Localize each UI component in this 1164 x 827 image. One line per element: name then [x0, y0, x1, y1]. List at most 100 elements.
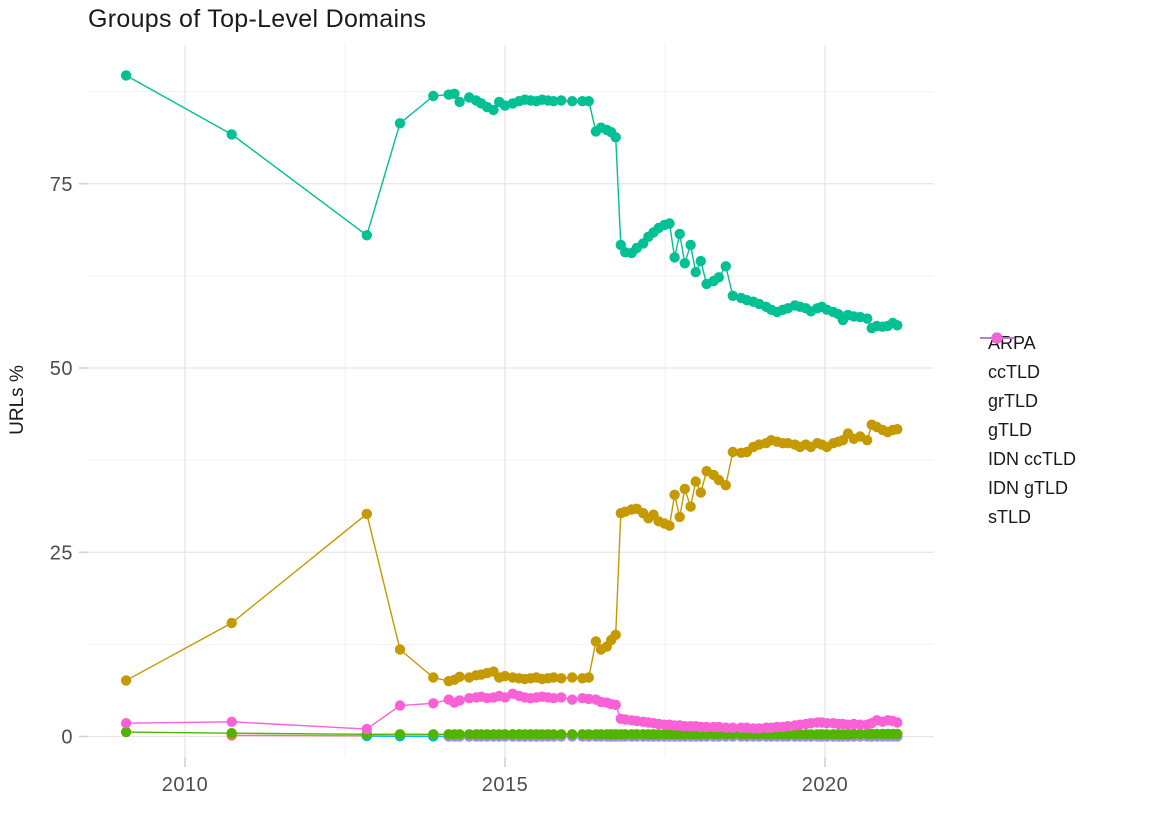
- legend-key-icon: [980, 332, 1014, 344]
- data-point: [567, 672, 578, 683]
- legend-label: ccTLD: [988, 362, 1041, 382]
- data-point: [713, 272, 724, 283]
- y-tick-label: 50: [50, 358, 73, 380]
- legend: ARPA ccTLD grTLD gTLD IDN ccTLD IDN gTLD sTLD: [978, 329, 1076, 532]
- data-point: [685, 239, 696, 251]
- data-point: [679, 483, 690, 495]
- data-point: [548, 96, 559, 107]
- legend-item-sTLD: sTLD: [978, 332, 1076, 532]
- data-point: [567, 96, 578, 107]
- data-point: [454, 729, 465, 740]
- data-point: [610, 132, 621, 143]
- data-point: [361, 508, 372, 520]
- data-point: [685, 501, 696, 512]
- data-point: [695, 255, 706, 267]
- data-point: [556, 729, 567, 740]
- data-point: [720, 480, 731, 491]
- legend-item-ccTLD: ccTLD: [978, 332, 1076, 387]
- data-point: [669, 252, 680, 263]
- data-point: [695, 487, 706, 498]
- data-point: [583, 672, 594, 683]
- data-point: [674, 511, 685, 523]
- data-point: [610, 699, 621, 710]
- data-point: [361, 230, 372, 241]
- data-point: [454, 671, 465, 682]
- data-point: [488, 104, 499, 116]
- data-point: [454, 96, 465, 108]
- data-point: [892, 728, 903, 740]
- data-point: [674, 228, 685, 240]
- data-point: [727, 722, 738, 733]
- data-point: [664, 218, 675, 229]
- data-point: [556, 95, 567, 106]
- data-point: [590, 636, 602, 647]
- legend-item-IDN-gTLD: IDN gTLD: [978, 332, 1076, 503]
- legend-item-gTLD: gTLD: [978, 332, 1076, 445]
- series-gTLD: [120, 70, 903, 334]
- data-point: [394, 729, 406, 740]
- data-point: [690, 476, 701, 487]
- data-point: [120, 675, 132, 686]
- data-point: [120, 726, 132, 738]
- data-point: [892, 717, 903, 728]
- chart-title: Groups of Top-Level Domains: [88, 5, 427, 33]
- data-point: [669, 489, 680, 500]
- legend-label: grTLD: [988, 391, 1039, 411]
- legend-item-grTLD: grTLD: [978, 332, 1076, 416]
- data-point: [449, 88, 460, 100]
- data-point: [567, 694, 578, 705]
- data-point: [499, 729, 511, 740]
- data-point: [226, 617, 237, 629]
- y-tick-label: 75: [50, 174, 73, 196]
- data-point: [120, 70, 132, 81]
- data-point: [499, 670, 511, 682]
- data-point: [892, 320, 903, 331]
- data-point: [556, 692, 567, 703]
- series-line: [125, 423, 898, 682]
- data-point: [394, 118, 406, 129]
- data-point: [727, 290, 738, 301]
- x-tick-label: 2020: [802, 774, 849, 796]
- data-point: [690, 267, 701, 278]
- series-line: [125, 74, 898, 330]
- data-point: [583, 96, 594, 107]
- data-point: [428, 729, 439, 740]
- legend-label: IDN gTLD: [988, 478, 1069, 498]
- data-point: [567, 729, 578, 740]
- data-point: [120, 718, 132, 729]
- data-point: [862, 313, 873, 324]
- x-tick-label: 2015: [482, 774, 529, 796]
- data-point: [394, 644, 406, 655]
- data-point: [548, 672, 559, 683]
- data-point: [361, 723, 372, 735]
- y-tick-label: 0: [61, 727, 73, 749]
- legend-label: sTLD: [988, 507, 1032, 527]
- data-point: [610, 629, 621, 640]
- data-point: [862, 435, 873, 446]
- data-point: [454, 695, 465, 706]
- data-point: [394, 700, 406, 711]
- data-point: [548, 693, 559, 704]
- y-axis-title: URLs %: [7, 365, 28, 435]
- data-point: [428, 90, 439, 102]
- data-point: [664, 520, 675, 531]
- data-point: [727, 446, 738, 458]
- legend-label: IDN ccTLD: [988, 449, 1077, 469]
- data-point: [226, 728, 237, 739]
- series-sTLD: [120, 688, 903, 735]
- x-tick-label: 2010: [162, 774, 209, 796]
- data-point: [428, 698, 439, 709]
- data-point: [428, 672, 439, 683]
- data-point: [679, 258, 690, 269]
- legend-item-IDN-ccTLD: IDN ccTLD: [978, 332, 1077, 474]
- data-point: [556, 673, 567, 684]
- legend-label: gTLD: [988, 420, 1033, 440]
- data-point: [892, 424, 903, 435]
- series-ccTLD: [120, 419, 903, 687]
- data-point: [548, 729, 559, 740]
- y-tick-label: 25: [50, 542, 73, 564]
- data-point: [720, 261, 731, 272]
- data-point: [226, 716, 237, 727]
